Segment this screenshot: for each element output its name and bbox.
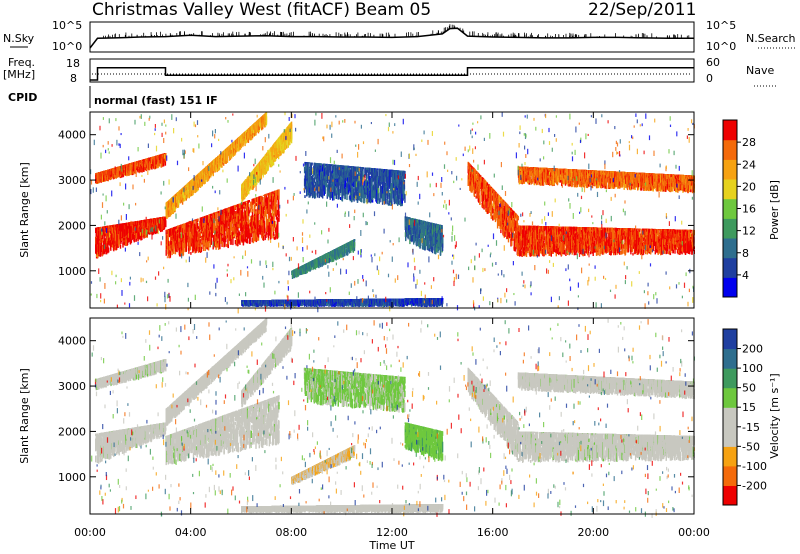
nsky-noise-spikes [104, 24, 689, 38]
nave-tick-bottom: 0 [706, 72, 713, 85]
range-cell [136, 233, 137, 239]
range-cell [108, 247, 109, 252]
freq-tick-bottom: 8 [70, 72, 77, 85]
range-cell [154, 229, 155, 233]
nsky-label: N.Sky [3, 32, 35, 45]
date-label: 22/Sep/2011 [588, 0, 696, 20]
nave-label: Nave [746, 64, 774, 77]
nsky-tick-bottom: 10^0 [52, 40, 82, 53]
range-cell [120, 244, 121, 248]
freq-panel-frame [90, 59, 694, 82]
range-cell [165, 220, 166, 226]
nsky-series-line [90, 28, 694, 48]
nsearch-tick-bottom: 10^0 [706, 40, 736, 53]
station-title: Christmas Valley West (fitACF) [92, 0, 350, 20]
freq-unit: [MHz] [3, 68, 35, 81]
nsearch-label: N.Search [746, 32, 796, 45]
range-cell [134, 239, 135, 242]
nsky-tick-top: 10^5 [52, 19, 82, 32]
range-cell [133, 172, 134, 175]
cpid-label: CPID [8, 91, 37, 104]
freq-tick-top: 18 [66, 57, 80, 70]
range-cell [168, 229, 169, 235]
cpid-text: normal (fast) 151 IF [94, 94, 218, 107]
power-heatmap [90, 112, 695, 313]
nave-tick-top: 60 [706, 56, 720, 69]
nsearch-tick-top: 10^5 [706, 19, 736, 32]
rti-plot: Christmas Valley West (fitACF) Beam 05 2… [0, 0, 800, 554]
beam-label: Beam 05 [355, 0, 431, 20]
